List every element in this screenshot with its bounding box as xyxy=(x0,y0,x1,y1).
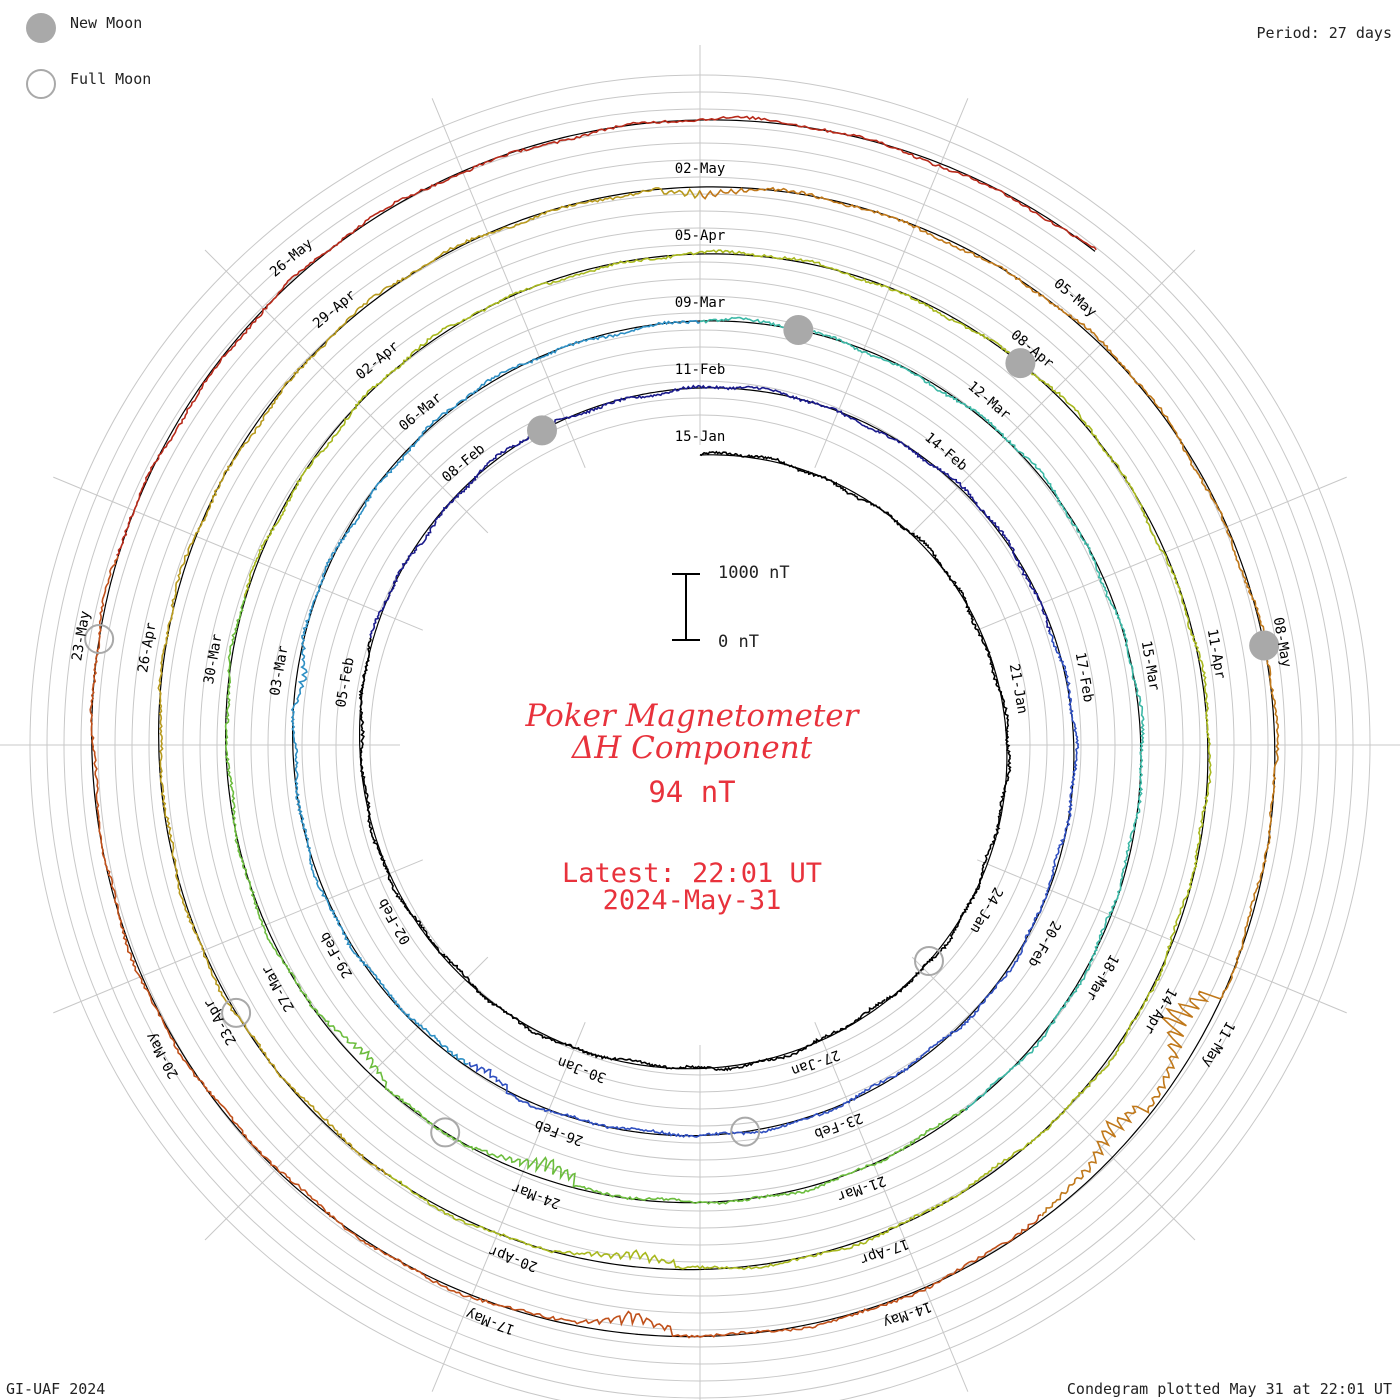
footer-plotted: Condegram plotted May 31 at 22:01 UT xyxy=(1066,1380,1392,1398)
grid-spoke xyxy=(53,476,424,631)
chart-title: Poker Magnetometer xyxy=(525,698,859,734)
trace-segment xyxy=(116,115,1097,557)
new-moon-marker xyxy=(527,415,558,446)
trace-segment xyxy=(89,555,1042,1339)
date-label: 05-May xyxy=(1050,276,1099,321)
trace-segment xyxy=(369,384,1051,639)
trace-segment xyxy=(700,316,1145,1111)
date-label: 27-Jan xyxy=(789,1046,842,1078)
date-label: 20-May xyxy=(143,1029,182,1081)
scale-bar xyxy=(672,573,700,641)
grid-spoke xyxy=(204,249,489,534)
scale-bottom-label: 0 nT xyxy=(718,632,759,652)
grid-spoke xyxy=(53,859,424,1014)
date-label: 12-Mar xyxy=(964,378,1013,423)
date-label: 17-Apr xyxy=(858,1235,911,1267)
latest-date: 2024-May-31 xyxy=(602,885,782,916)
date-label: 15-Jan xyxy=(675,429,726,445)
date-label: 05-Apr xyxy=(675,228,726,244)
date-label: 05-Feb xyxy=(333,656,358,709)
scale-top-label: 1000 nT xyxy=(718,563,790,583)
date-label: 15-Mar xyxy=(1138,639,1163,692)
date-label: 08-Feb xyxy=(439,441,488,486)
date-label: 23-May xyxy=(69,610,94,663)
full-moon-marker xyxy=(913,946,944,977)
delta-h-trace xyxy=(89,115,1280,1339)
grid-spoke xyxy=(814,98,969,469)
grid-spoke xyxy=(431,98,586,469)
date-label: 29-Apr xyxy=(310,287,359,332)
trace-segment xyxy=(387,588,1212,1271)
grid-spoke xyxy=(911,249,1196,534)
date-label: 06-Mar xyxy=(396,390,445,435)
trace-segment xyxy=(358,637,886,1072)
chart-subtitle: ΔH Component xyxy=(571,730,813,766)
date-label: 09-Mar xyxy=(675,295,726,311)
date-label: 24-Mar xyxy=(510,1179,563,1211)
grid-spoke xyxy=(911,956,1196,1241)
new-moon-marker xyxy=(1005,348,1036,379)
period-label: Period: 27 days xyxy=(1256,24,1392,42)
full-moon-label: Full Moon xyxy=(70,70,152,88)
new-moon-marker xyxy=(783,315,814,346)
date-label: 02-May xyxy=(675,161,726,177)
trace-segment xyxy=(699,450,1012,1002)
date-label: 20-Apr xyxy=(487,1242,540,1274)
current-value: 94 nT xyxy=(648,775,736,809)
date-label: 03-Mar xyxy=(267,645,292,698)
trace-segment xyxy=(699,186,1280,1217)
date-label: 20-Feb xyxy=(1025,918,1064,970)
grid-spoke xyxy=(976,476,1347,631)
full-moon-marker xyxy=(730,1116,761,1147)
date-label: 23-Apr xyxy=(201,996,240,1048)
latest-time: Latest: 22:01 UT xyxy=(561,858,823,889)
full-moon-marker xyxy=(430,1117,461,1148)
moon-markers xyxy=(84,315,1280,1148)
grid-spoke xyxy=(814,1021,969,1392)
date-label: 26-Apr xyxy=(135,621,160,674)
new-moon-label: New Moon xyxy=(70,14,143,32)
date-label: 11-Apr xyxy=(1204,628,1229,681)
trace-segment xyxy=(468,630,1080,1138)
date-label: 30-Jan xyxy=(555,1053,608,1085)
date-label: 21-Jan xyxy=(1006,663,1031,716)
new-moon-icon xyxy=(26,13,56,43)
grid-spoke xyxy=(976,859,1347,1014)
trace-segment xyxy=(224,596,966,1205)
date-label: 11-Feb xyxy=(675,362,726,378)
grid-spoke xyxy=(431,1021,586,1392)
date-label: 26-May xyxy=(267,236,316,281)
full-moon-icon xyxy=(26,69,56,99)
date-label: 18-Mar xyxy=(1083,951,1122,1003)
date-label: 26-Feb xyxy=(532,1116,585,1148)
new-moon-marker xyxy=(1249,630,1280,661)
grid-spokes xyxy=(0,45,1400,1400)
full-moon-marker xyxy=(84,624,115,655)
footer-credit: GI-UAF 2024 xyxy=(6,1380,106,1398)
full-moon-marker xyxy=(221,997,252,1028)
trace-segment xyxy=(243,249,1181,598)
trace-segment xyxy=(157,187,701,1176)
date-label: 14-Feb xyxy=(921,430,970,475)
date-label: 02-Apr xyxy=(353,338,402,383)
trace-segment xyxy=(290,319,701,1065)
date-label: 21-Mar xyxy=(835,1172,888,1204)
date-label: 17-May xyxy=(464,1305,517,1337)
grid-spoke xyxy=(204,956,489,1241)
